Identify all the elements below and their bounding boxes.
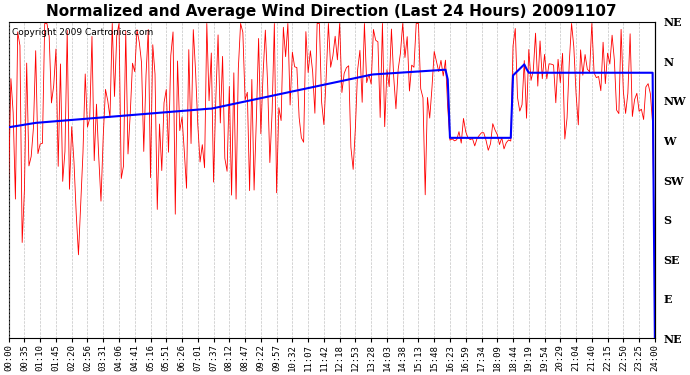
Text: Copyright 2009 Cartronics.com: Copyright 2009 Cartronics.com xyxy=(12,28,153,37)
Title: Normalized and Average Wind Direction (Last 24 Hours) 20091107: Normalized and Average Wind Direction (L… xyxy=(46,4,617,19)
